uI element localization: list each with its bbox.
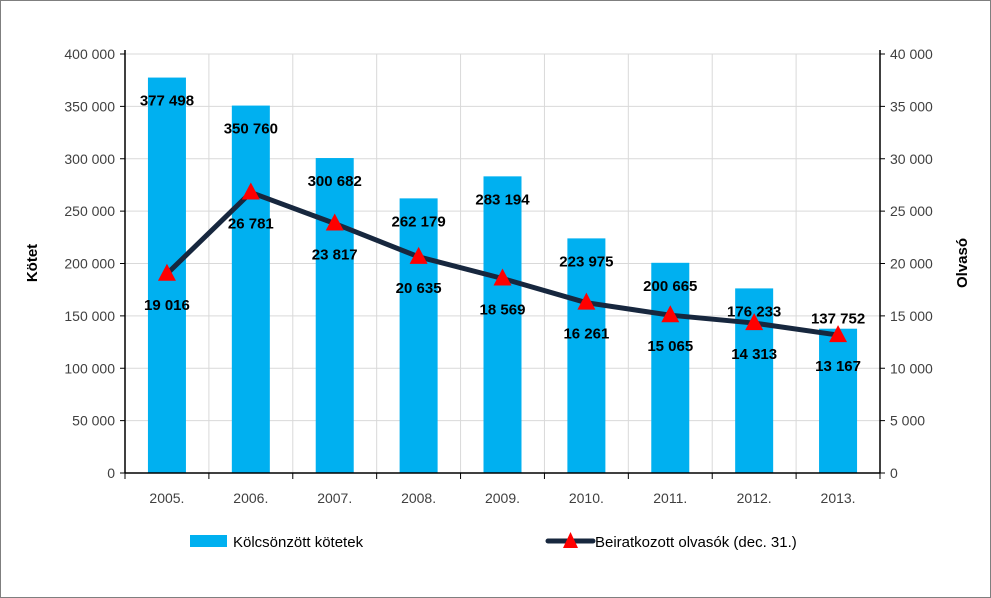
bar-2013 xyxy=(819,328,858,473)
bar-2010 xyxy=(567,238,606,473)
line-value-label: 19 016 xyxy=(144,297,190,314)
y-tick-label: 100 000 xyxy=(64,360,115,376)
y-tick-label: 150 000 xyxy=(64,308,115,324)
y2-tick-label: 30 000 xyxy=(890,151,933,167)
y2-tick-label: 20 000 xyxy=(890,256,933,272)
line-value-label: 26 781 xyxy=(228,215,274,232)
x-tick-label: 2007. xyxy=(317,490,352,506)
bar-2009 xyxy=(483,176,522,473)
data-labels: 377 498 350 760 300 682 262 179 283 194 223 9… xyxy=(140,93,865,376)
y-tick-label: 50 000 xyxy=(72,413,115,429)
bar-2011 xyxy=(651,262,690,473)
line-point-2006 xyxy=(241,182,260,200)
line-value-label: 13 167 xyxy=(815,358,861,375)
line-point-2011 xyxy=(661,305,680,323)
bar-value-label: 283 194 xyxy=(475,191,530,208)
axes: 0 0 50 000 5 000 100 000 10 000 150 000 15 000 2… xyxy=(64,46,933,506)
line-point-2005 xyxy=(157,263,176,281)
bar-value-label: 350 760 xyxy=(224,121,278,138)
legend-bar-swatch xyxy=(190,535,227,547)
bar-value-label: 377 498 xyxy=(140,93,194,110)
y-tick-label: 200 000 xyxy=(64,256,115,272)
bar-value-label: 200 665 xyxy=(643,278,697,295)
line-value-label: 18 569 xyxy=(480,301,526,318)
line-value-label: 14 313 xyxy=(731,346,777,363)
x-tick-label: 2005. xyxy=(149,490,184,506)
bar-value-label: 300 682 xyxy=(308,173,362,190)
x-tick-label: 2012. xyxy=(737,490,772,506)
line-value-label: 16 261 xyxy=(563,326,609,343)
line-point-2010 xyxy=(577,292,596,310)
y2-tick-label: 10 000 xyxy=(890,360,933,376)
legend-bar-label: Kölcsönzött kötetek xyxy=(233,534,364,551)
bar-2008 xyxy=(399,198,438,473)
legend-line-label: Beiratkozott olvasók (dec. 31.) xyxy=(595,534,797,551)
y-axis-title: Kötet xyxy=(24,244,41,282)
bar-2006 xyxy=(231,105,270,473)
x-tick-label: 2013. xyxy=(821,490,856,506)
y-tick-label: 0 xyxy=(107,465,115,481)
y2-tick-label: 15 000 xyxy=(890,308,933,324)
line-point-2012 xyxy=(745,313,764,331)
bar-value-label: 223 975 xyxy=(559,253,613,270)
y2-tick-label: 35 000 xyxy=(890,98,933,114)
x-tick-label: 2011. xyxy=(653,490,687,506)
bar-value-label: 137 752 xyxy=(811,311,865,328)
line-point-2007 xyxy=(325,213,344,231)
line-point-2013 xyxy=(829,325,848,343)
y2-tick-label: 0 xyxy=(890,465,898,481)
bar-value-label: 176 233 xyxy=(727,303,781,320)
bar-value-label: 262 179 xyxy=(391,213,445,230)
x-tick-label: 2008. xyxy=(401,490,436,506)
y-tick-label: 250 000 xyxy=(64,203,115,219)
y-tick-label: 300 000 xyxy=(64,151,115,167)
y2-tick-label: 25 000 xyxy=(890,203,933,219)
line-value-label: 15 065 xyxy=(647,338,693,355)
line-series xyxy=(157,182,848,343)
y2-tick-label: 5 000 xyxy=(890,413,925,429)
legend-line-marker xyxy=(563,532,578,548)
y2-axis-title: Olvasó xyxy=(954,238,971,288)
x-tick-label: 2009. xyxy=(485,490,520,506)
x-tick-label: 2010. xyxy=(569,490,604,506)
bar-2007 xyxy=(315,158,354,474)
line-value-label: 23 817 xyxy=(312,247,358,264)
line-point-2008 xyxy=(409,246,428,264)
y-tick-label: 400 000 xyxy=(64,46,115,62)
line-point-2009 xyxy=(493,268,512,286)
y-tick-label: 350 000 xyxy=(64,98,115,114)
legend: Kölcsönzött kötetek Beiratkozott olvasók… xyxy=(190,532,797,551)
line-value-label: 20 635 xyxy=(396,280,442,297)
x-tick-label: 2006. xyxy=(233,490,268,506)
y2-tick-label: 40 000 xyxy=(890,46,933,62)
